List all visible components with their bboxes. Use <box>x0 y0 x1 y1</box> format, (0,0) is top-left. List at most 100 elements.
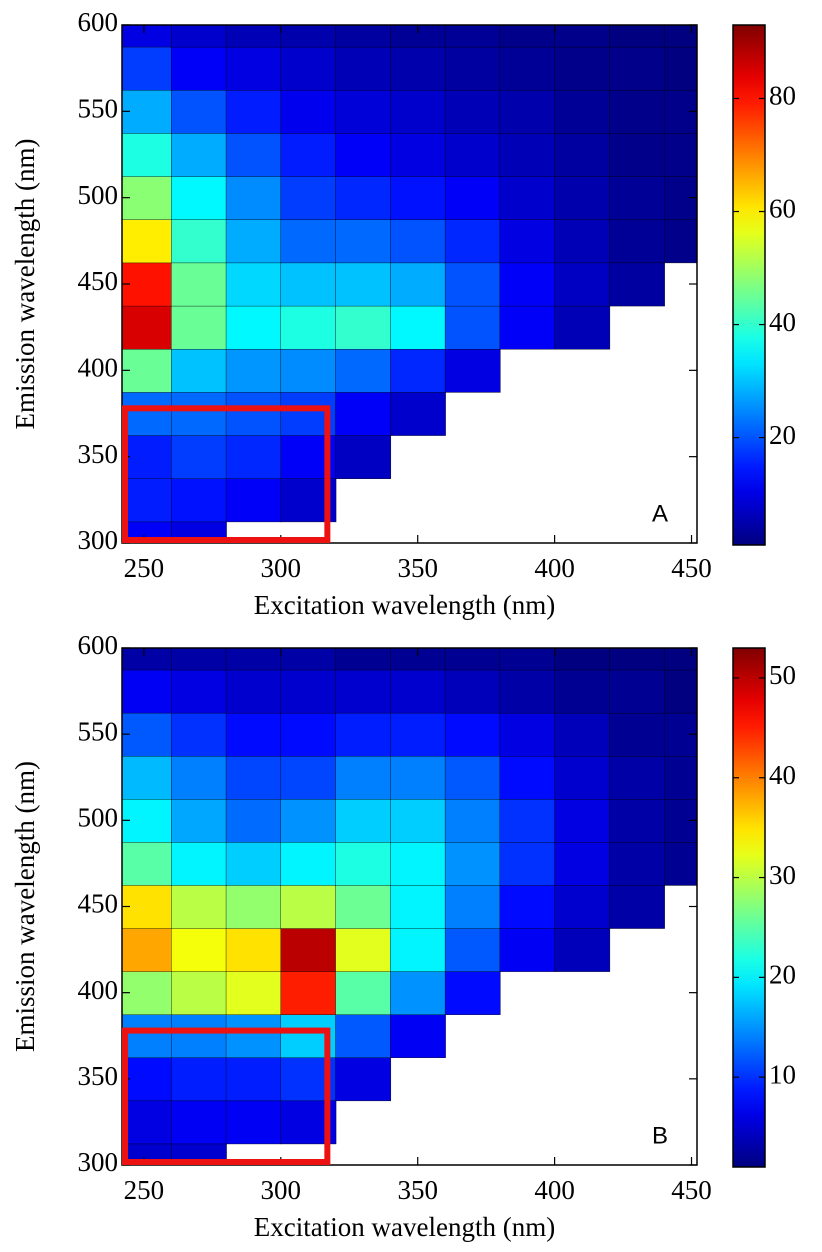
heat-cell <box>171 262 227 307</box>
heat-cell <box>609 46 665 91</box>
heat-cell <box>280 262 337 307</box>
heat-cell <box>390 219 446 264</box>
x-tick-label: 350 <box>397 1175 438 1205</box>
heat-cell <box>171 219 227 264</box>
heat-cell <box>444 262 501 307</box>
heat-cell <box>171 841 227 886</box>
heat-cell <box>390 712 446 757</box>
heat-cell <box>122 1014 172 1058</box>
heat-cell <box>122 927 172 972</box>
heat-cell <box>444 841 501 886</box>
heat-cell <box>499 132 556 177</box>
y-tick-label: 450 <box>78 889 119 919</box>
heat-cell <box>554 89 611 134</box>
heat-cell <box>122 884 172 929</box>
heat-cell <box>609 219 665 264</box>
heat-cell <box>499 798 556 843</box>
heat-cell <box>280 798 337 843</box>
heat-cell <box>663 841 697 886</box>
y-tick-label: 550 <box>78 716 119 746</box>
heat-cell <box>171 89 227 134</box>
heat-cell <box>225 669 282 714</box>
x-axis-label: Excitation wavelength (nm) <box>254 590 555 620</box>
heat-cell <box>554 841 611 886</box>
heatmap <box>122 648 697 1165</box>
heat-cell <box>122 305 172 350</box>
heat-cell <box>171 175 227 220</box>
heat-cell <box>225 348 282 393</box>
heat-cell <box>171 46 227 91</box>
heat-cell <box>444 755 501 800</box>
heat-cell <box>444 132 501 177</box>
y-tick-label: 350 <box>78 439 119 469</box>
y-tick-label: 300 <box>78 1147 119 1177</box>
heat-cell <box>609 841 665 886</box>
heat-cell <box>609 712 665 757</box>
highlight-box <box>122 405 331 543</box>
heat-cell <box>122 669 172 714</box>
heat-cell <box>122 46 172 91</box>
heat-cell <box>280 175 337 220</box>
heat-cell <box>609 884 665 929</box>
heat-cell <box>122 1057 172 1102</box>
heat-cell <box>122 434 172 479</box>
heat-cell <box>225 175 282 220</box>
heat-cell <box>444 970 501 1015</box>
heat-cell <box>499 46 556 91</box>
x-tick-label: 450 <box>671 1175 712 1205</box>
heat-cell <box>444 669 501 714</box>
heat-cell <box>225 262 282 307</box>
heat-cell <box>335 132 392 177</box>
heat-cell <box>499 841 556 886</box>
panel-letter: B <box>652 1122 668 1149</box>
heat-cell <box>444 927 501 972</box>
heat-cell <box>280 712 337 757</box>
heat-cell <box>171 884 227 929</box>
heat-cell <box>225 884 282 929</box>
panel-letter: A <box>652 500 668 527</box>
heat-cell <box>499 884 556 929</box>
colorbar-tick-label: 10 <box>769 1059 796 1089</box>
heat-cell <box>122 391 172 436</box>
heat-cell <box>122 348 172 393</box>
colorbar-tick-label: 80 <box>769 81 796 111</box>
x-tick-label: 400 <box>534 1175 575 1205</box>
x-axis-label: Excitation wavelength (nm) <box>254 1212 555 1242</box>
heat-cell <box>280 927 337 972</box>
heat-cell <box>280 970 337 1015</box>
heat-cell <box>280 755 337 800</box>
heat-cell <box>122 175 172 220</box>
heat-cell <box>390 46 446 91</box>
heat-cell <box>335 970 392 1015</box>
highlight-box <box>122 1027 331 1165</box>
heat-cell <box>609 669 665 714</box>
heat-cell <box>444 712 501 757</box>
heat-cell <box>390 132 446 177</box>
colorbar <box>732 647 766 1168</box>
heat-cell <box>390 884 446 929</box>
panel: 250 300 350 400 450300350400450500550600Exci… <box>10 7 796 620</box>
panel: 250 300 350 400 450300350400450500550600Exci… <box>10 630 796 1242</box>
heat-cell <box>663 132 697 177</box>
heat-cell <box>499 89 556 134</box>
heat-cell <box>390 1014 446 1058</box>
colorbar-tick-label: 50 <box>769 660 796 690</box>
heat-cell <box>280 89 337 134</box>
heat-cell <box>554 175 611 220</box>
heat-cell <box>280 841 337 886</box>
colorbar-tick-label: 30 <box>769 860 796 890</box>
heat-cell <box>390 927 446 972</box>
heat-cell <box>122 841 172 886</box>
heat-cell <box>225 1057 282 1102</box>
heat-cell <box>171 478 227 523</box>
heat-cell <box>335 669 392 714</box>
heat-cell <box>499 927 556 972</box>
heat-cell <box>444 305 501 350</box>
colorbar-tick-label: 40 <box>769 760 796 790</box>
heat-cell <box>225 1100 282 1145</box>
heat-cell <box>609 798 665 843</box>
heat-cell <box>444 798 501 843</box>
heat-cell <box>225 89 282 134</box>
heat-cell <box>499 262 556 307</box>
heat-cell <box>609 755 665 800</box>
